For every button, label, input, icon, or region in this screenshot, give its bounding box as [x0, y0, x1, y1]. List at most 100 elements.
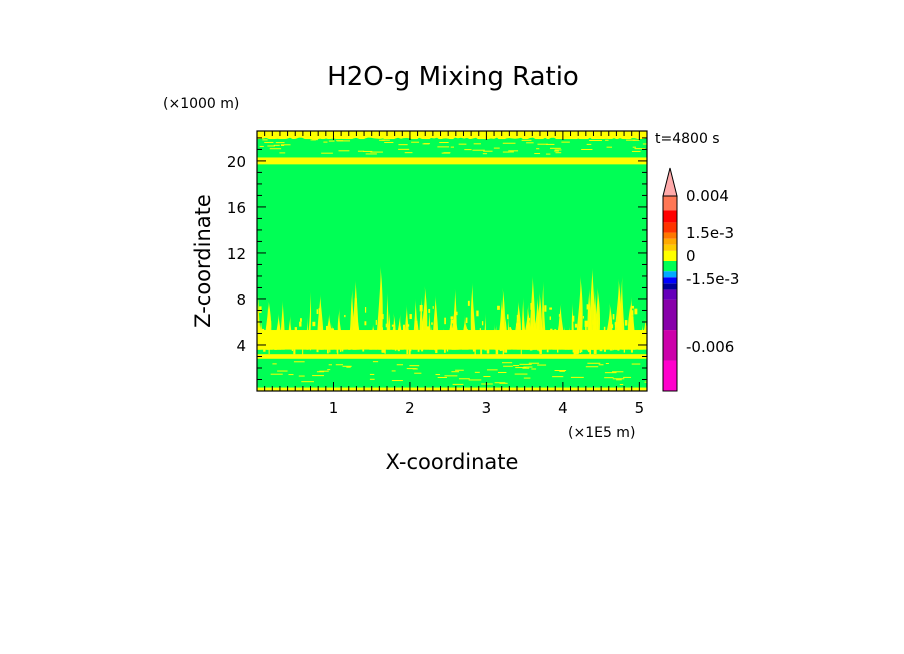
plume-speckle [362, 347, 365, 352]
plume-speckle [302, 347, 304, 355]
band-streak [293, 361, 305, 363]
moisture-plume [324, 313, 333, 350]
plume-speckle [314, 339, 317, 343]
plume-speckle [364, 331, 366, 335]
moisture-plume [448, 320, 456, 350]
colorbar-arrow [662, 167, 678, 197]
band-streak [437, 146, 450, 148]
plume-speckle [530, 303, 532, 310]
plume-speckle [612, 314, 615, 320]
plume-speckle [384, 349, 386, 354]
plume-speckle [617, 348, 620, 351]
x-tick-label: 3 [482, 399, 492, 417]
band-streak [586, 143, 592, 145]
band-streak [280, 144, 285, 146]
plume-speckle [356, 331, 358, 335]
band-streak [513, 365, 520, 367]
colorbar-segment [663, 360, 677, 391]
plume-speckle [316, 348, 319, 353]
band-streak [472, 149, 485, 151]
band-streak [554, 370, 567, 372]
plume-speckle [606, 340, 609, 343]
moisture-plume [425, 324, 431, 350]
plume-speckle [597, 339, 601, 347]
moisture-plume [575, 326, 578, 350]
plume-speckle [572, 349, 575, 353]
plume-speckle [419, 305, 423, 312]
plume-speckle [453, 329, 455, 332]
band-streak [632, 146, 637, 148]
plume-speckle [516, 323, 519, 326]
plume-speckle [444, 317, 446, 325]
moisture-plume [627, 303, 636, 350]
plume-speckle [446, 348, 449, 352]
band-streak [412, 368, 418, 370]
band-streak [642, 143, 647, 145]
plume-speckle [431, 322, 433, 325]
moisture-plume [531, 331, 535, 350]
plume-speckle [450, 316, 454, 320]
band-streak [398, 148, 410, 150]
plume-speckle [374, 341, 378, 346]
band-streak [473, 143, 481, 145]
plume-speckle [421, 345, 424, 352]
band-streak [509, 151, 514, 153]
plume-speckle [579, 312, 582, 317]
colorbar-segment [663, 283, 677, 290]
plume-speckle [274, 343, 277, 350]
plume-speckle [464, 344, 467, 347]
band-streak [537, 364, 547, 366]
yellow-band [257, 157, 647, 165]
plume-speckle [516, 336, 518, 341]
plume-speckle [422, 341, 426, 346]
plume-speckle [318, 332, 321, 338]
band-streak [372, 361, 379, 363]
band-streak [267, 145, 275, 147]
band-streak [502, 362, 513, 364]
band-streak [555, 152, 562, 154]
band-streak [269, 148, 282, 150]
plume-speckle [461, 332, 465, 337]
plume-speckle [614, 322, 618, 325]
colorbar-segment [663, 271, 677, 278]
plume-speckle [632, 345, 635, 349]
band-streak [468, 379, 482, 381]
plume-speckle [465, 317, 468, 323]
band-streak [502, 142, 516, 144]
plume-speckle [443, 348, 446, 353]
plume-speckle [312, 333, 316, 340]
band-streak [483, 376, 491, 378]
band-streak [262, 139, 268, 141]
plume-speckle [364, 321, 367, 326]
plume-speckle [517, 323, 520, 330]
band-streak [589, 140, 602, 142]
band-streak [298, 375, 305, 377]
plume-speckle [501, 333, 505, 337]
plume-speckle [603, 326, 606, 332]
plume-speckle [397, 349, 400, 352]
plume-speckle [459, 341, 462, 348]
plume-speckle [528, 342, 532, 349]
plume-speckle [623, 348, 626, 353]
plume-speckle [414, 341, 416, 347]
plume-speckle [377, 345, 379, 349]
band-streak [644, 381, 647, 383]
plume-speckle [572, 315, 575, 322]
band-streak [270, 373, 283, 375]
plume-speckle [354, 298, 357, 305]
plume-speckle [549, 316, 551, 320]
moisture-plume [419, 285, 428, 350]
plume-speckle [457, 338, 459, 344]
plume-speckle [327, 348, 329, 354]
plume-speckle [516, 315, 519, 321]
moisture-plume [516, 325, 527, 350]
plot-area [257, 131, 647, 391]
band-streak [552, 376, 564, 378]
plume-speckle [487, 340, 490, 344]
band-streak [528, 362, 540, 364]
plume-speckle [466, 343, 469, 350]
x-scale-label: (×1E5 m) [568, 425, 635, 441]
plume-speckle [443, 339, 447, 343]
plume-speckle [592, 320, 594, 325]
